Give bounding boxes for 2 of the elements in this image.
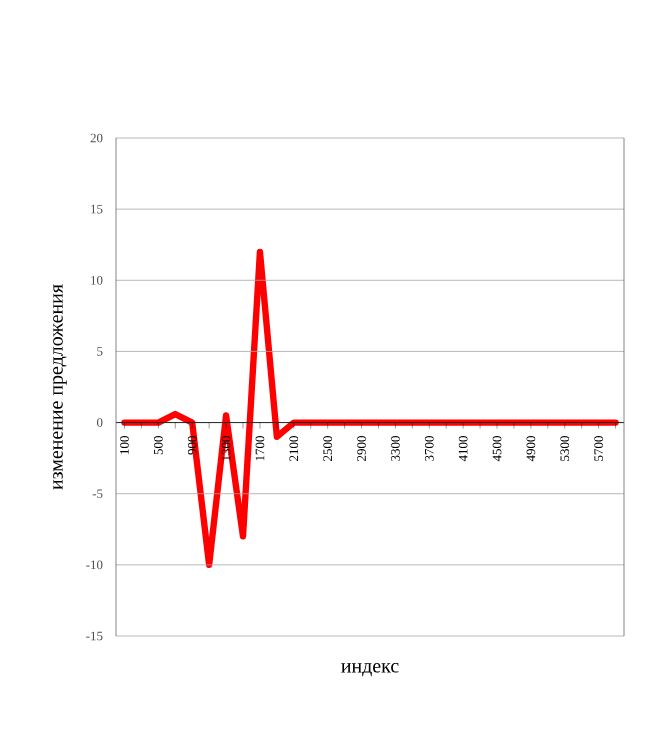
x-axis-title: индекс	[341, 663, 399, 677]
y-axis-title: изменение предложения	[53, 284, 67, 490]
